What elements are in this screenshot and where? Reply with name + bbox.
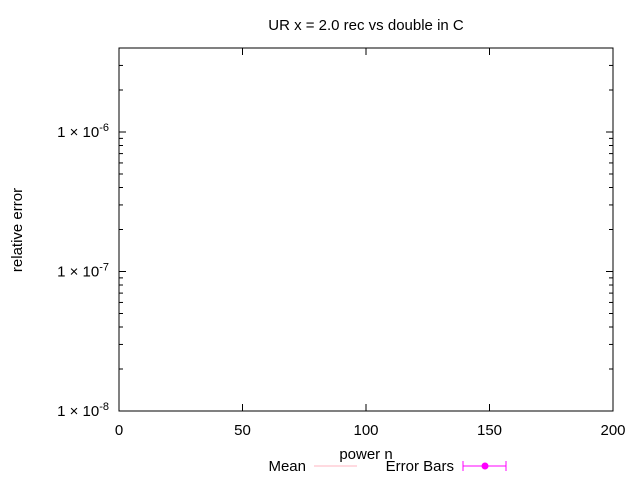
- y-axis-ticks: 1 × 10-81 × 10-71 × 10-6: [57, 47, 613, 420]
- legend-label-mean: Mean: [268, 458, 306, 475]
- y-tick-exponent: -7: [99, 261, 109, 273]
- x-tick-label: 150: [477, 422, 502, 439]
- y-tick-label: 1 × 10-8: [57, 401, 109, 420]
- legend-label-error-bars: Error Bars: [386, 458, 454, 475]
- y-tick-label: 1 × 10-6: [57, 122, 109, 141]
- y-tick-mantissa: 1 × 10: [57, 263, 99, 280]
- y-axis-label: relative error: [9, 188, 26, 272]
- x-tick-label: 0: [115, 422, 123, 439]
- y-tick-exponent: -8: [99, 401, 109, 413]
- y-tick-exponent: -6: [99, 122, 109, 134]
- legend-swatch-error-bars: [462, 461, 507, 471]
- x-axis-ticks: 0 50 100 150 200: [115, 48, 626, 439]
- legend: Mean Error Bars: [268, 458, 507, 475]
- x-tick-label: 200: [600, 422, 625, 439]
- y-tick-label: 1 × 10-7: [57, 261, 109, 280]
- y-tick-mantissa: 1 × 10: [57, 403, 99, 420]
- y-tick-mantissa: 1 × 10: [57, 124, 99, 141]
- plot-frame: [118, 47, 614, 412]
- x-tick-label: 100: [353, 422, 378, 439]
- x-tick-label: 50: [234, 422, 251, 439]
- chart-title: UR x = 2.0 rec vs double in C: [268, 17, 464, 34]
- error-bar-point: [481, 462, 489, 470]
- x-axis-label: power n: [339, 446, 392, 463]
